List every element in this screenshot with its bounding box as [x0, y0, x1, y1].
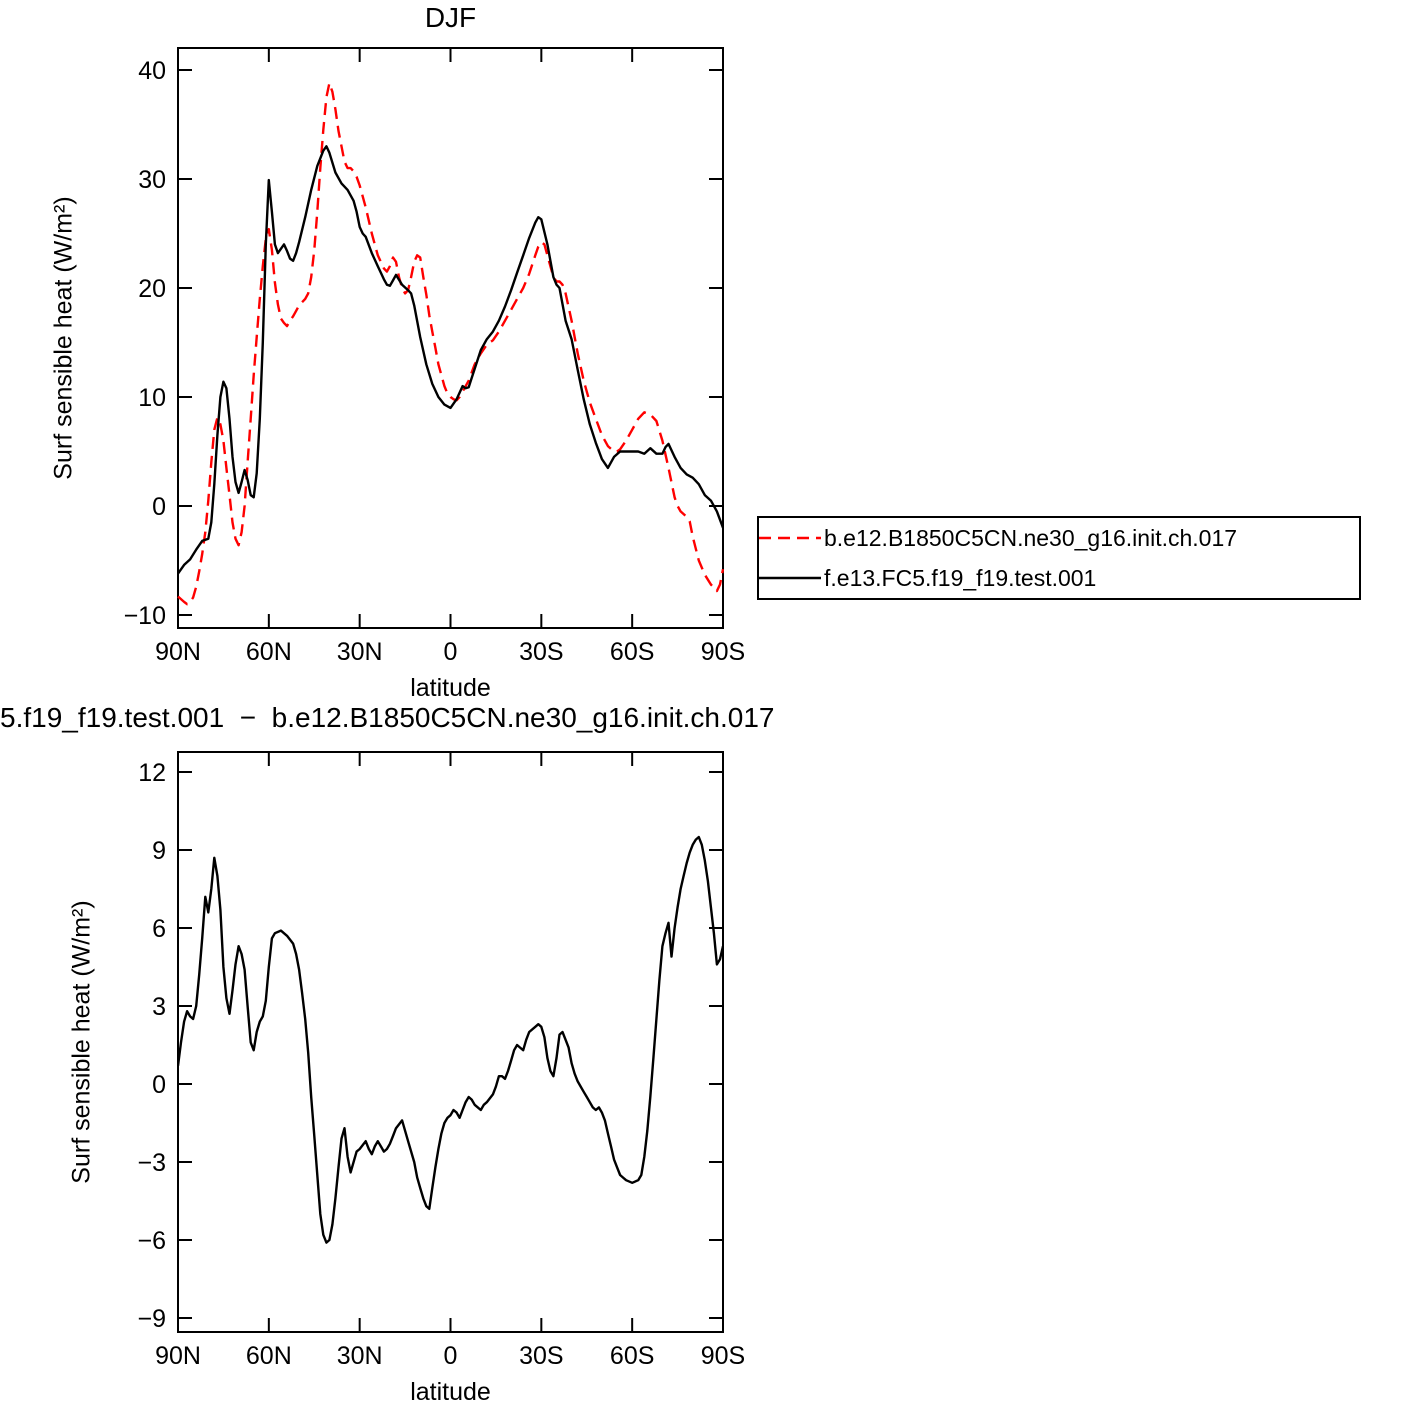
plot-frame	[177, 47, 724, 629]
x-tick-label: 90N	[155, 1342, 201, 1370]
legend-entry-red: b.e12.B1850C5CN.ne30_g16.init.ch.017	[759, 524, 1359, 551]
y-tick-label: 9	[152, 837, 166, 865]
x-tick-label: 30S	[519, 638, 563, 666]
x-tick-label: 60S	[610, 1342, 654, 1370]
y-tick-label: −3	[137, 1149, 166, 1177]
x-tick-label: 60N	[246, 638, 292, 666]
dashed-red-line-sample	[759, 536, 821, 540]
y-tick-label: 12	[138, 759, 166, 787]
plot-frame	[177, 751, 724, 1333]
series-line-solid	[177, 145, 724, 575]
y-tick-label: 0	[152, 493, 166, 521]
x-tick-label: 90S	[701, 1342, 745, 1370]
bottom-chart-x-axis-label: latitude	[410, 1378, 491, 1406]
bottom-chart-title: 5.f19_f19.test.001 − b.e12.B1850C5CN.ne3…	[0, 702, 775, 733]
y-tick-label: 30	[138, 166, 166, 194]
x-tick-label: 60S	[610, 638, 654, 666]
bottom-chart-y-axis-label: Surf sensible heat (W/m²)	[67, 900, 96, 1184]
solid-black-line-sample	[759, 576, 821, 580]
y-tick-label: 10	[138, 384, 166, 412]
y-tick-label: −10	[124, 602, 166, 630]
x-tick-label: 30S	[519, 1342, 563, 1370]
y-tick-label: 3	[152, 993, 166, 1021]
legend-label-red: b.e12.B1850C5CN.ne30_g16.init.ch.017	[824, 524, 1238, 551]
legend-label-black: f.e13.FC5.f19_f19.test.001	[824, 564, 1097, 591]
y-tick-label: 0	[152, 1071, 166, 1099]
x-tick-label: 90N	[155, 638, 201, 666]
y-tick-label: −9	[137, 1305, 166, 1333]
x-tick-label: 30N	[337, 638, 383, 666]
x-tick-label: 0	[444, 1342, 458, 1370]
y-tick-label: −6	[137, 1227, 166, 1255]
top-chart-y-axis-label: Surf sensible heat (W/m²)	[49, 196, 78, 480]
series-line-solid	[177, 835, 724, 1244]
series-line-dashed	[177, 81, 724, 606]
top-chart-title: DJF	[424, 2, 477, 33]
x-tick-label: 90S	[701, 638, 745, 666]
x-tick-label: 30N	[337, 1342, 383, 1370]
x-tick-label: 60N	[246, 1342, 292, 1370]
legend-entry-black: f.e13.FC5.f19_f19.test.001	[759, 564, 1359, 591]
legend: b.e12.B1850C5CN.ne30_g16.init.ch.017 f.e…	[757, 516, 1361, 600]
x-tick-label: 0	[444, 638, 458, 666]
y-tick-label: 40	[138, 57, 166, 85]
top-chart-x-axis-label: latitude	[410, 674, 491, 702]
y-tick-label: 20	[138, 275, 166, 303]
y-tick-label: 6	[152, 915, 166, 943]
